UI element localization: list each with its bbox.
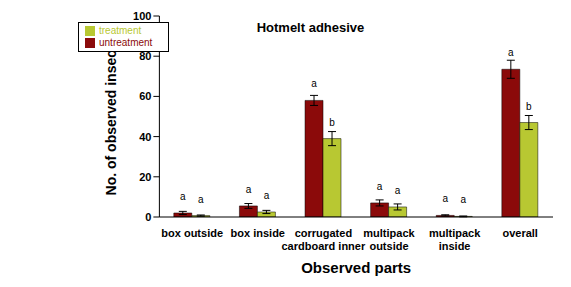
svg-text:a: a <box>377 181 383 192</box>
svg-text:a: a <box>442 193 448 204</box>
svg-text:20: 20 <box>139 171 151 183</box>
html-text:untreatment: untreatment <box>99 37 153 48</box>
html-text:Hotmelt adhesive: Hotmelt adhesive <box>256 20 365 35</box>
html-text:treatment: treatment <box>99 25 142 36</box>
svg-text:a: a <box>395 185 401 196</box>
svg-text:a: a <box>460 194 466 205</box>
svg-text:a: a <box>264 190 270 201</box>
svg-text:40: 40 <box>139 131 151 143</box>
svg-text:No. of observed insects: No. of observed insects <box>103 37 119 195</box>
svg-text:box inside: box inside <box>231 227 285 239</box>
svg-text:overall: overall <box>502 227 537 239</box>
svg-text:a: a <box>180 191 186 202</box>
svg-text:box outside: box outside <box>161 227 223 239</box>
svg-text:0: 0 <box>145 211 151 223</box>
svg-text:a: a <box>198 194 204 205</box>
svg-text:100: 100 <box>133 10 151 22</box>
svg-text:b: b <box>526 101 532 112</box>
svg-text:multipackoutside: multipackoutside <box>363 227 415 252</box>
svg-text:b: b <box>329 117 335 128</box>
svg-text:multipackinside: multipackinside <box>429 227 481 252</box>
svg-text:80: 80 <box>139 50 151 62</box>
svg-text:a: a <box>311 78 317 89</box>
svg-text:a: a <box>508 47 514 58</box>
svg-text:Observed parts: Observed parts <box>301 259 411 276</box>
svg-text:corrugatedcardboard inner: corrugatedcardboard inner <box>282 227 366 252</box>
svg-text:a: a <box>246 184 252 195</box>
svg-text:60: 60 <box>139 90 151 102</box>
